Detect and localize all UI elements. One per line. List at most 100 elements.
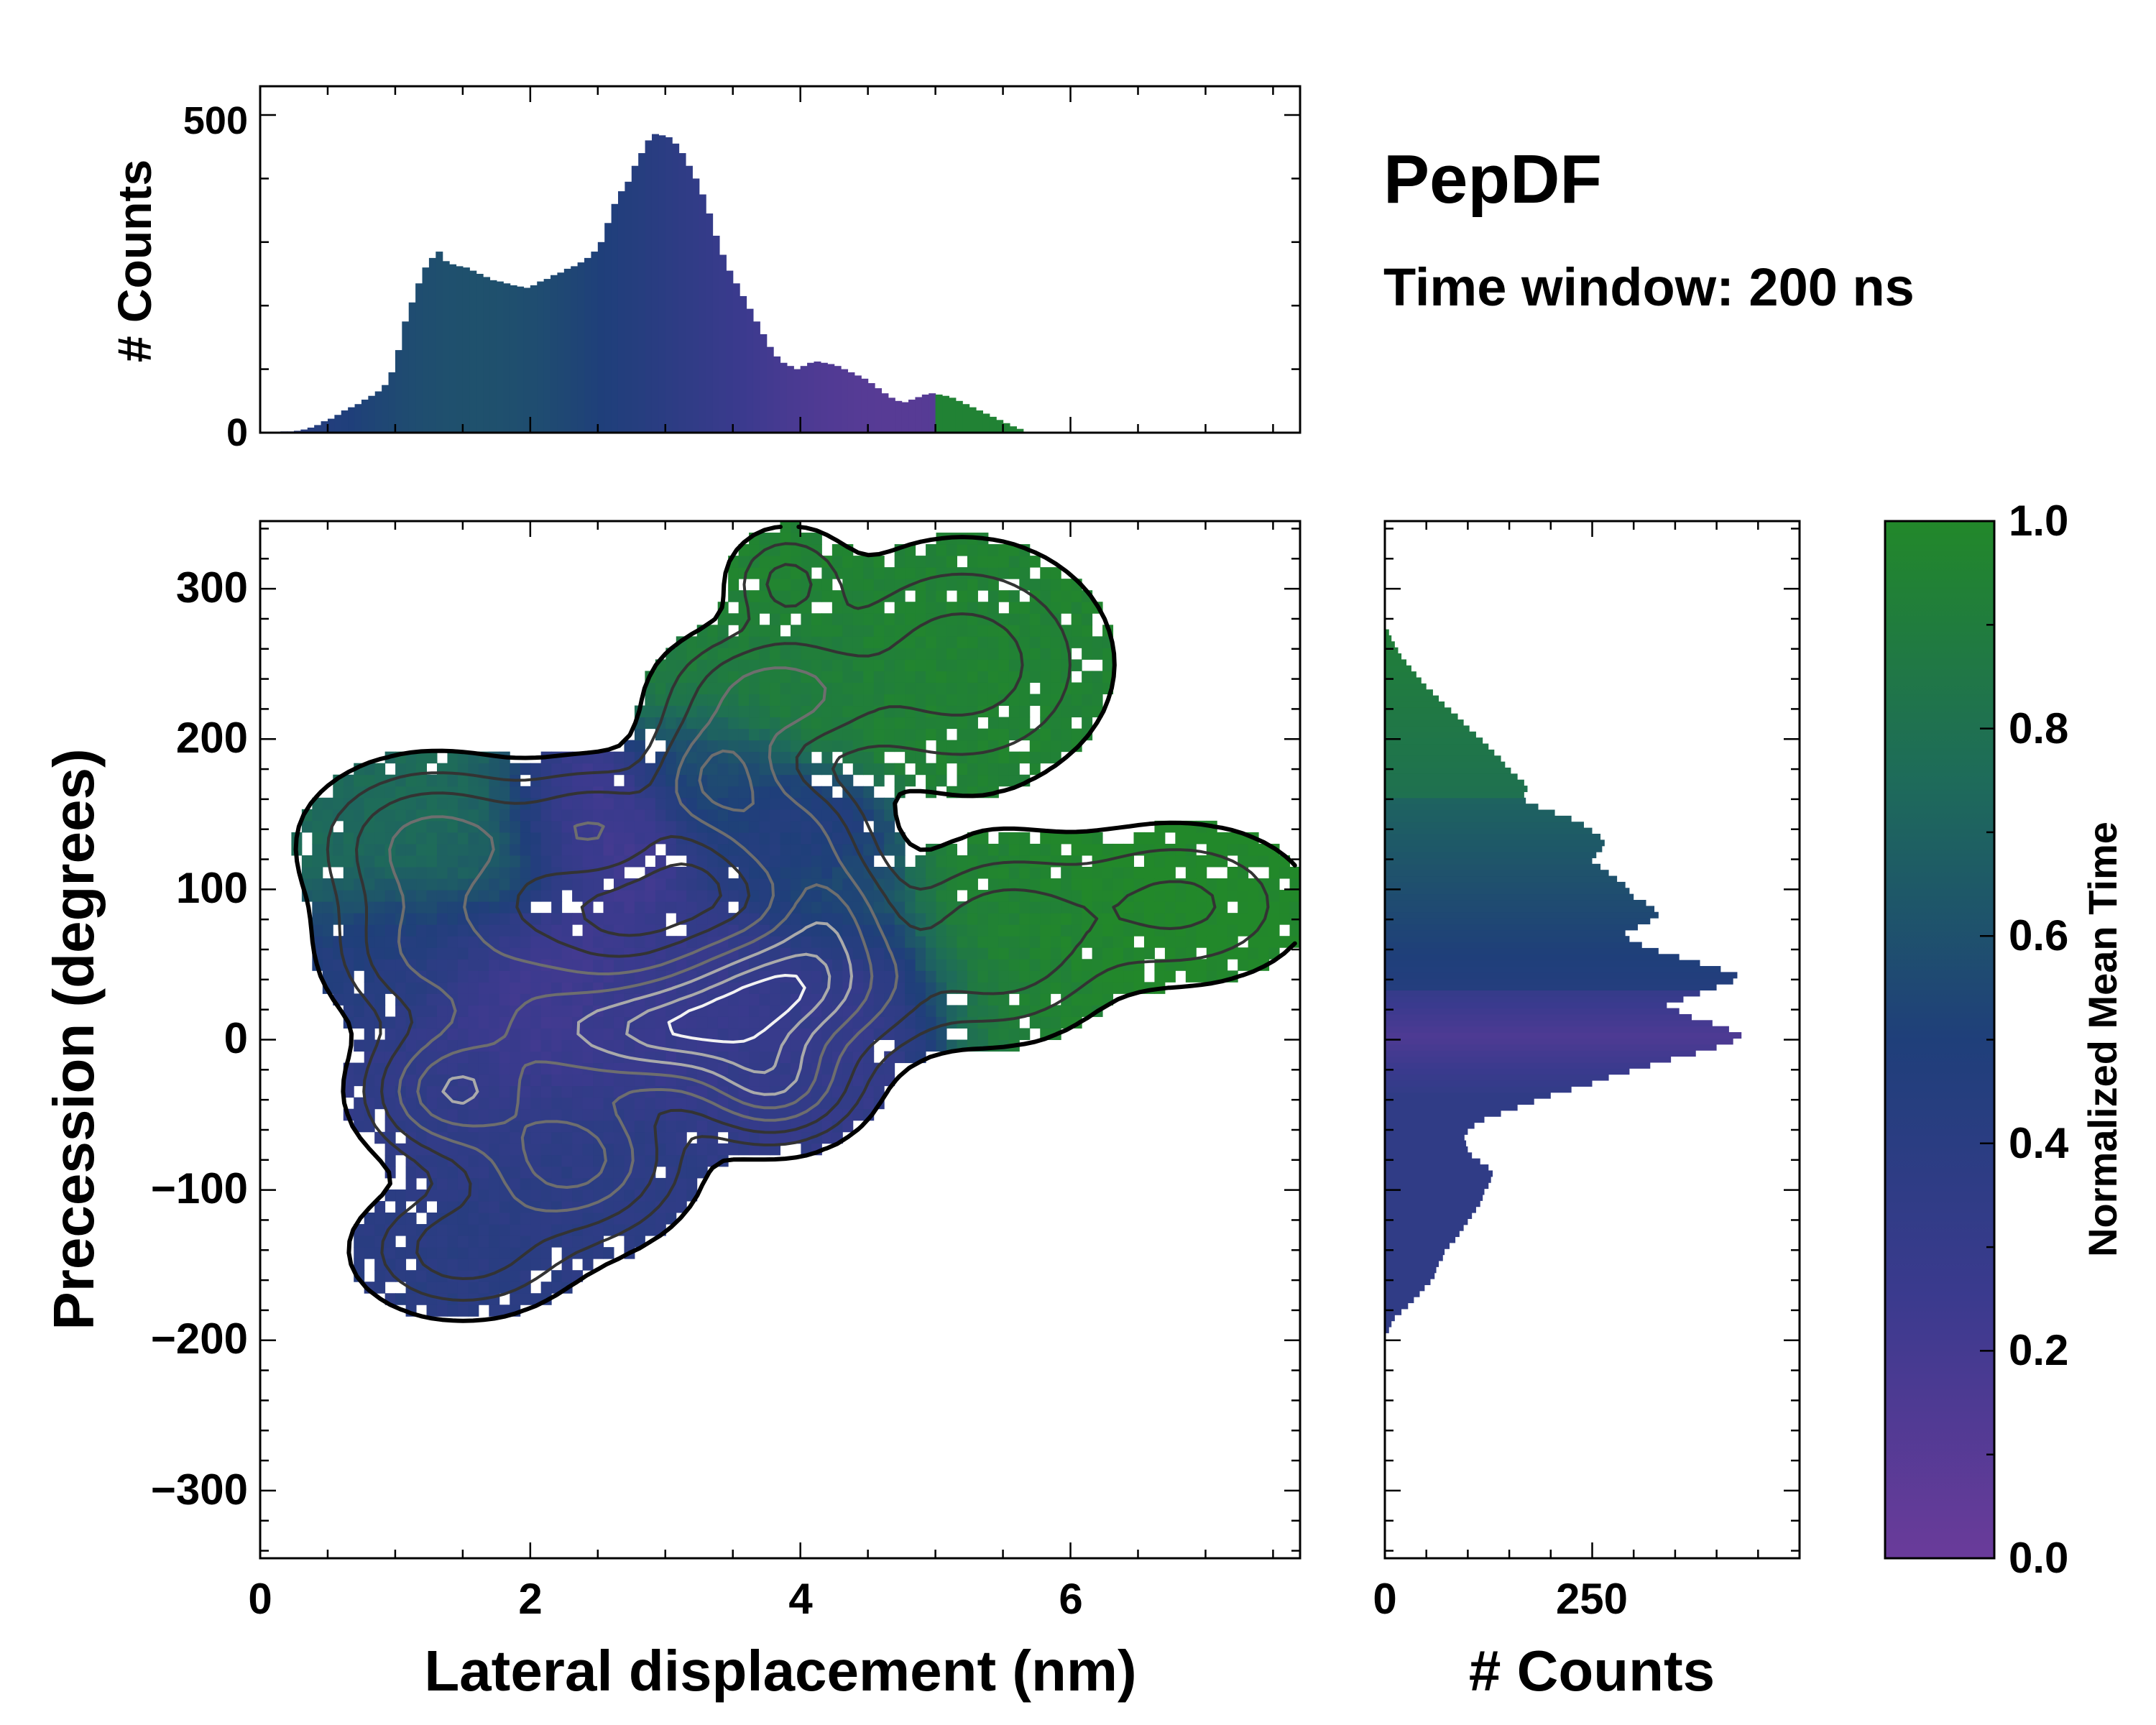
heatmap-cell xyxy=(1008,556,1020,568)
heatmap-cell xyxy=(759,1005,770,1017)
heatmap-cell xyxy=(468,1154,479,1167)
heatmap-cell xyxy=(436,1224,448,1236)
heatmap-cell xyxy=(416,1108,428,1121)
heatmap-cell xyxy=(478,970,489,983)
heatmap-cell xyxy=(998,682,1010,694)
heatmap-cell xyxy=(436,913,448,925)
heatmap-cell xyxy=(915,901,926,914)
heatmap-cell xyxy=(987,924,999,937)
right-bar xyxy=(1385,1218,1468,1225)
heatmap-cell xyxy=(364,843,375,856)
heatmap-cell xyxy=(405,1236,417,1248)
right-bar xyxy=(1385,725,1470,732)
heatmap-cell xyxy=(582,774,594,787)
heatmap-cell xyxy=(936,579,947,591)
top-bar xyxy=(638,153,646,433)
right-bar xyxy=(1385,671,1416,678)
heatmap-cell xyxy=(499,1016,510,1029)
heatmap-cell xyxy=(343,1005,354,1017)
heatmap-cell xyxy=(354,901,365,914)
heatmap-cell xyxy=(967,636,978,648)
heatmap-cell xyxy=(811,855,822,868)
heatmap-cell xyxy=(354,1074,365,1087)
heatmap-cell xyxy=(801,786,812,799)
heatmap-cell xyxy=(738,855,750,868)
heatmap-cell xyxy=(1071,924,1082,937)
heatmap-cell xyxy=(728,843,740,856)
heatmap-cell xyxy=(977,648,989,660)
heatmap-cell xyxy=(478,1200,489,1213)
heatmap-cell xyxy=(759,648,770,660)
heatmap-cell xyxy=(510,1224,521,1236)
heatmap-cell xyxy=(707,832,719,845)
right-bar xyxy=(1385,822,1584,829)
heatmap-cell xyxy=(977,763,989,776)
heatmap-cell xyxy=(436,855,448,868)
heatmap-cell xyxy=(707,763,719,776)
heatmap-cell xyxy=(1143,901,1155,914)
heatmap-cell xyxy=(790,843,801,856)
top-bar xyxy=(888,397,895,433)
heatmap-cell xyxy=(655,774,666,787)
heatmap-cell xyxy=(436,832,448,845)
heatmap-cell xyxy=(696,993,708,1006)
heatmap-cell xyxy=(780,694,791,707)
heatmap-cell xyxy=(322,913,333,925)
heatmap-cell xyxy=(395,763,407,776)
right-bar xyxy=(1385,911,1659,919)
heatmap-cell xyxy=(561,1259,573,1271)
heatmap-cell xyxy=(936,936,947,948)
heatmap-cell xyxy=(665,774,677,787)
heatmap-cell xyxy=(634,1177,645,1190)
heatmap-cell xyxy=(540,1028,552,1040)
heatmap-cell xyxy=(520,1051,531,1064)
heatmap-cell xyxy=(770,556,780,568)
top-bar xyxy=(672,143,680,433)
heatmap-cell xyxy=(520,1028,531,1040)
top-bar xyxy=(462,267,470,433)
heatmap-cell xyxy=(884,809,895,822)
heatmap-cell xyxy=(801,993,812,1006)
heatmap-cell xyxy=(582,1236,594,1248)
heatmap-cell xyxy=(728,1051,740,1064)
heatmap-cell xyxy=(987,878,999,891)
heatmap-cell xyxy=(322,970,333,983)
heatmap-cell xyxy=(447,774,459,787)
heatmap-cell xyxy=(1217,832,1228,845)
heatmap-cell xyxy=(686,1097,698,1110)
heatmap-cell xyxy=(510,913,521,925)
heatmap-cell xyxy=(749,820,760,833)
heatmap-cell xyxy=(510,1247,521,1259)
heatmap-cell xyxy=(1227,867,1238,879)
heatmap-cell xyxy=(894,774,906,787)
cb-tick-0.0: 0.0 xyxy=(2009,1534,2068,1582)
right-bar xyxy=(1385,641,1395,648)
heatmap-cell xyxy=(749,1120,760,1133)
heatmap-cell xyxy=(717,1062,729,1075)
heatmap-cell xyxy=(624,797,635,810)
heatmap-cell xyxy=(301,820,313,833)
heatmap-cell xyxy=(624,890,635,902)
heatmap-cell xyxy=(655,1016,666,1029)
heatmap-cell xyxy=(468,843,479,856)
heatmap-cell xyxy=(665,947,677,960)
heatmap-cell xyxy=(728,820,740,833)
heatmap-cell xyxy=(447,982,459,994)
heatmap-cell xyxy=(447,1108,459,1121)
heatmap-cell xyxy=(540,936,552,948)
heatmap-cell xyxy=(489,970,500,983)
heatmap-cell xyxy=(510,970,521,983)
heatmap-cell xyxy=(926,947,937,960)
top-bar xyxy=(915,397,923,433)
top-bar xyxy=(692,178,700,433)
heatmap-cell xyxy=(676,774,687,787)
heatmap-cell xyxy=(957,924,968,937)
heatmap-cell xyxy=(343,890,354,902)
heatmap-cell xyxy=(426,959,438,971)
heatmap-cell xyxy=(842,1028,854,1040)
heatmap-cell xyxy=(738,1051,750,1064)
heatmap-cell xyxy=(1268,855,1280,868)
heatmap-cell xyxy=(1227,832,1238,845)
heatmap-cell xyxy=(707,682,719,694)
heatmap-cell xyxy=(977,1005,989,1017)
